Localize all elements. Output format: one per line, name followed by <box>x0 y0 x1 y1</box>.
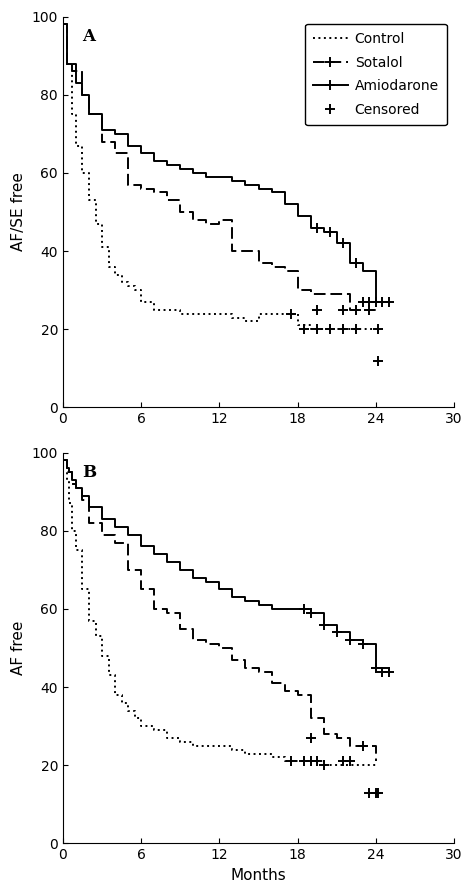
Y-axis label: AF free: AF free <box>11 620 26 675</box>
Text: B: B <box>82 464 97 481</box>
X-axis label: Months: Months <box>231 868 286 883</box>
Legend: Control, Sotalol, Amiodarone, Censored: Control, Sotalol, Amiodarone, Censored <box>305 23 447 125</box>
Y-axis label: AF/SE free: AF/SE free <box>11 173 26 251</box>
Text: A: A <box>82 29 95 46</box>
